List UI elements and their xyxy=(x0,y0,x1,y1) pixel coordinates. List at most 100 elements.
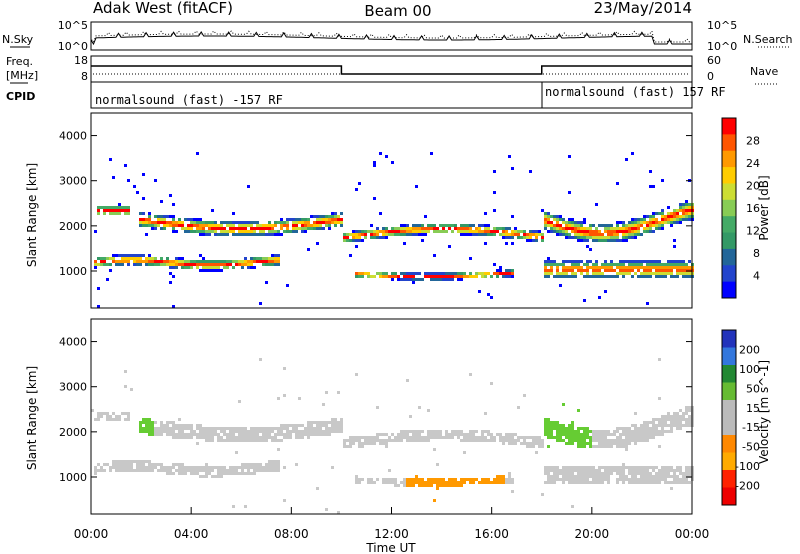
heatmap-cell xyxy=(490,275,493,278)
heatmap-cell xyxy=(262,230,265,233)
heatmap-cell xyxy=(229,263,232,266)
heatmap-cell xyxy=(259,224,262,227)
heatmap-cell xyxy=(571,466,574,469)
heatmap-cell xyxy=(139,218,142,221)
heatmap-cell xyxy=(622,260,625,263)
heatmap-cell xyxy=(616,263,619,266)
heatmap-cell xyxy=(547,218,550,221)
colorbar-tick-label: 28 xyxy=(746,135,760,148)
heatmap-cell xyxy=(646,302,649,305)
heatmap-cell xyxy=(610,472,613,475)
heatmap-cell xyxy=(163,263,166,266)
heatmap-cell xyxy=(403,436,406,439)
heatmap-cell xyxy=(265,263,268,266)
heatmap-cell xyxy=(220,475,223,478)
heatmap-cell xyxy=(595,230,598,233)
heatmap-cell xyxy=(673,415,676,418)
heatmap-cell xyxy=(400,430,403,433)
heatmap-cell xyxy=(163,221,166,224)
noise-right-tick-top: 10^5 xyxy=(707,19,737,32)
heatmap-cell xyxy=(547,230,550,233)
heatmap-cell xyxy=(328,224,331,227)
heatmap-cell xyxy=(553,472,556,475)
heatmap-cell xyxy=(337,215,340,218)
heatmap-cell xyxy=(625,427,628,430)
heatmap-cell xyxy=(625,448,628,451)
heatmap-cell xyxy=(478,436,481,439)
heatmap-cell xyxy=(616,466,619,469)
heatmap-cell xyxy=(469,481,472,484)
heatmap-cell xyxy=(487,293,490,296)
heatmap-cell xyxy=(604,227,607,230)
heatmap-cell xyxy=(412,281,415,284)
heatmap-cell xyxy=(445,484,448,487)
heatmap-cell xyxy=(544,472,547,475)
heatmap-cell xyxy=(427,230,430,233)
heatmap-cell xyxy=(667,215,670,218)
heatmap-cell xyxy=(244,436,247,439)
heatmap-cell xyxy=(508,227,511,230)
heatmap-cell xyxy=(184,218,187,221)
heatmap-cell xyxy=(136,263,139,266)
heatmap-cell xyxy=(502,230,505,233)
heatmap-cell xyxy=(661,272,664,275)
heatmap-cell xyxy=(445,430,448,433)
heatmap-cell xyxy=(679,409,682,412)
heatmap-cell xyxy=(673,472,676,475)
heatmap-cell xyxy=(562,218,565,221)
heatmap-cell xyxy=(196,263,199,266)
heatmap-cell xyxy=(574,439,577,442)
heatmap-cell xyxy=(367,230,370,233)
heatmap-cell xyxy=(178,466,181,469)
heatmap-cell xyxy=(454,272,457,275)
heatmap-cell xyxy=(613,263,616,266)
heatmap-cell xyxy=(145,460,148,463)
heatmap-cell xyxy=(637,260,640,263)
heatmap-cell xyxy=(310,433,313,436)
heatmap-cell xyxy=(451,224,454,227)
heatmap-cell xyxy=(181,472,184,475)
heatmap-cell xyxy=(139,463,142,466)
heatmap-cell xyxy=(466,275,469,278)
heatmap-cell xyxy=(334,221,337,224)
heatmap-cell xyxy=(688,424,691,427)
heatmap-cell xyxy=(526,233,529,236)
heatmap-cell xyxy=(262,433,265,436)
heatmap-cell xyxy=(175,436,178,439)
heatmap-cell xyxy=(544,481,547,484)
heatmap-cell xyxy=(325,221,328,224)
heatmap-cell xyxy=(331,218,334,221)
colorbar-tick-label: 4 xyxy=(753,270,760,283)
heatmap-cell xyxy=(481,275,484,278)
heatmap-cell xyxy=(262,436,265,439)
heatmap-cell xyxy=(544,215,547,218)
heatmap-cell xyxy=(556,424,559,427)
heatmap-cell xyxy=(544,260,547,263)
heatmap-cell xyxy=(625,269,628,272)
heatmap-cell xyxy=(601,472,604,475)
heatmap-cell xyxy=(304,433,307,436)
heatmap-cell xyxy=(307,430,310,433)
heatmap-cell xyxy=(196,218,199,221)
heatmap-cell xyxy=(283,394,286,397)
heatmap-cell xyxy=(547,469,550,472)
heatmap-cell xyxy=(196,472,199,475)
heatmap-cell xyxy=(172,263,175,266)
heatmap-cell xyxy=(550,430,553,433)
heatmap-cell xyxy=(448,272,451,275)
heatmap-cell xyxy=(688,218,691,221)
heatmap-cell xyxy=(568,221,571,224)
heatmap-cell xyxy=(172,305,175,308)
heatmap-cell xyxy=(532,439,535,442)
heatmap-cell xyxy=(259,233,262,236)
heatmap-cell xyxy=(634,424,637,427)
heatmap-cell xyxy=(319,218,322,221)
heatmap-cell xyxy=(160,215,163,218)
nave-tick-top: 60 xyxy=(707,54,721,67)
heatmap-cell xyxy=(151,424,154,427)
heatmap-cell xyxy=(418,227,421,230)
heatmap-cell xyxy=(208,266,211,269)
heatmap-cell xyxy=(151,257,154,260)
heatmap-cell xyxy=(262,224,265,227)
heatmap-cell xyxy=(382,275,385,278)
